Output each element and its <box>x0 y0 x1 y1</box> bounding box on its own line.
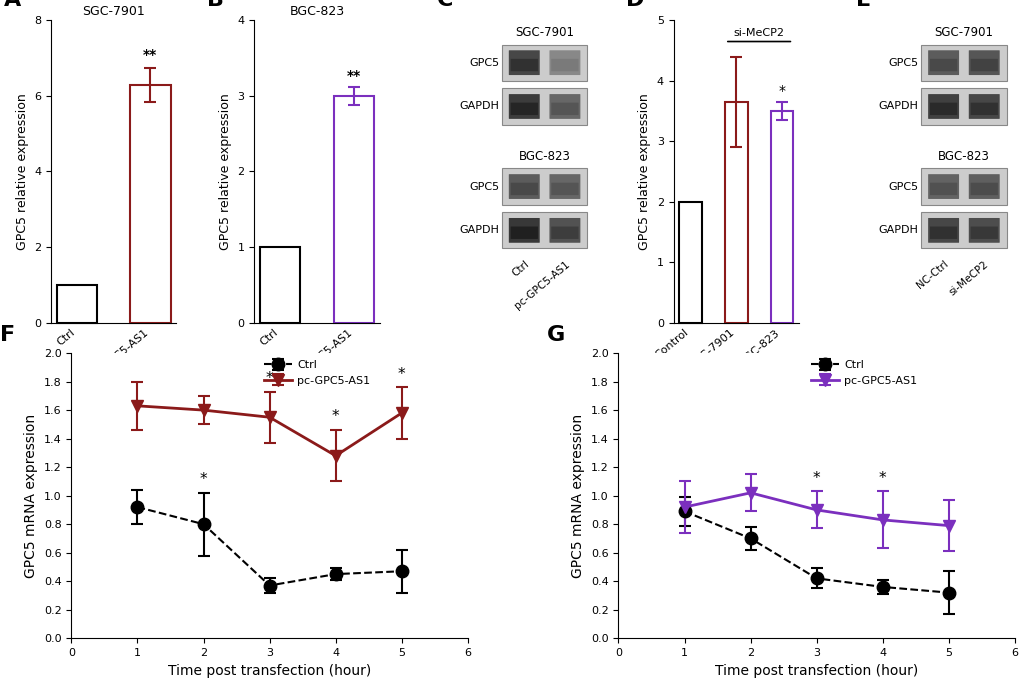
Y-axis label: GPC5 mRNA expression: GPC5 mRNA expression <box>24 414 39 578</box>
FancyBboxPatch shape <box>929 103 956 115</box>
Text: GPC5: GPC5 <box>888 58 917 68</box>
FancyBboxPatch shape <box>927 175 958 199</box>
Legend: Ctrl, pc-GPC5-AS1: Ctrl, pc-GPC5-AS1 <box>259 356 375 390</box>
Text: Ctrl: Ctrl <box>510 259 530 279</box>
FancyBboxPatch shape <box>929 183 956 195</box>
Text: SGC-7901: SGC-7901 <box>515 26 574 39</box>
Text: *: * <box>200 472 207 487</box>
FancyBboxPatch shape <box>501 45 587 81</box>
FancyBboxPatch shape <box>920 213 1006 249</box>
FancyBboxPatch shape <box>508 175 539 199</box>
FancyBboxPatch shape <box>920 45 1006 81</box>
FancyBboxPatch shape <box>549 175 580 199</box>
Text: si-MeCP2: si-MeCP2 <box>947 259 989 297</box>
Text: A: A <box>3 0 20 10</box>
FancyBboxPatch shape <box>550 227 578 239</box>
Text: si-MeCP2: si-MeCP2 <box>733 28 784 38</box>
Text: B: B <box>207 0 223 10</box>
FancyBboxPatch shape <box>550 183 578 195</box>
Text: GAPDH: GAPDH <box>877 225 917 236</box>
FancyBboxPatch shape <box>968 94 999 119</box>
Y-axis label: GPC5 relative expression: GPC5 relative expression <box>15 93 29 250</box>
Text: BGC-823: BGC-823 <box>518 150 570 163</box>
Text: *: * <box>397 367 406 382</box>
FancyBboxPatch shape <box>511 227 537 239</box>
FancyBboxPatch shape <box>920 88 1006 125</box>
FancyBboxPatch shape <box>968 218 999 243</box>
Bar <box>57 285 97 323</box>
Text: BGC-823: BGC-823 <box>937 150 988 163</box>
Bar <box>333 96 374 323</box>
X-axis label: Time post transfection (hour): Time post transfection (hour) <box>714 663 917 678</box>
Text: **: ** <box>346 69 361 83</box>
Text: GPC5: GPC5 <box>888 181 917 191</box>
Text: C: C <box>437 0 453 10</box>
Text: GPC5: GPC5 <box>469 58 498 68</box>
FancyBboxPatch shape <box>549 218 580 243</box>
Text: *: * <box>878 471 886 485</box>
Text: G: G <box>546 325 565 344</box>
Bar <box>679 202 701 323</box>
Text: E: E <box>856 0 870 10</box>
Title: SGC-7901: SGC-7901 <box>83 5 145 18</box>
Text: **: ** <box>143 48 157 62</box>
FancyBboxPatch shape <box>511 183 537 195</box>
X-axis label: Time post transfection (hour): Time post transfection (hour) <box>168 663 371 678</box>
FancyBboxPatch shape <box>508 50 539 75</box>
FancyBboxPatch shape <box>970 103 997 115</box>
Text: *: * <box>812 471 819 485</box>
FancyBboxPatch shape <box>927 50 958 75</box>
Y-axis label: GPC5 relative expression: GPC5 relative expression <box>219 93 231 250</box>
Text: *: * <box>266 371 273 386</box>
FancyBboxPatch shape <box>501 88 587 125</box>
FancyBboxPatch shape <box>929 59 956 71</box>
Text: GAPDH: GAPDH <box>877 101 917 111</box>
Title: BGC-823: BGC-823 <box>289 5 344 18</box>
FancyBboxPatch shape <box>549 50 580 75</box>
FancyBboxPatch shape <box>970 59 997 71</box>
FancyBboxPatch shape <box>968 50 999 75</box>
FancyBboxPatch shape <box>550 59 578 71</box>
FancyBboxPatch shape <box>549 94 580 119</box>
FancyBboxPatch shape <box>550 103 578 115</box>
Bar <box>260 247 301 323</box>
Bar <box>130 85 170 323</box>
FancyBboxPatch shape <box>927 94 958 119</box>
Bar <box>769 111 793 323</box>
FancyBboxPatch shape <box>970 183 997 195</box>
Text: pc-GPC5-AS1: pc-GPC5-AS1 <box>512 259 571 311</box>
Y-axis label: GPC5 relative expression: GPC5 relative expression <box>638 93 651 250</box>
FancyBboxPatch shape <box>508 218 539 243</box>
FancyBboxPatch shape <box>929 227 956 239</box>
Legend: Ctrl, pc-GPC5-AS1: Ctrl, pc-GPC5-AS1 <box>806 356 921 390</box>
FancyBboxPatch shape <box>508 94 539 119</box>
FancyBboxPatch shape <box>970 227 997 239</box>
Bar <box>725 102 747 323</box>
FancyBboxPatch shape <box>968 175 999 199</box>
Text: SGC-7901: SGC-7901 <box>933 26 993 39</box>
Text: NC-Ctrl: NC-Ctrl <box>914 259 949 291</box>
FancyBboxPatch shape <box>920 168 1006 204</box>
Text: F: F <box>0 325 15 344</box>
Text: GAPDH: GAPDH <box>459 101 498 111</box>
Text: D: D <box>626 0 644 10</box>
Text: *: * <box>777 84 785 98</box>
Y-axis label: GPC5 mRNA expression: GPC5 mRNA expression <box>571 414 585 578</box>
FancyBboxPatch shape <box>501 213 587 249</box>
FancyBboxPatch shape <box>511 59 537 71</box>
Text: *: * <box>331 409 339 424</box>
FancyBboxPatch shape <box>501 168 587 204</box>
Text: GPC5: GPC5 <box>469 181 498 191</box>
FancyBboxPatch shape <box>927 218 958 243</box>
Text: GAPDH: GAPDH <box>459 225 498 236</box>
FancyBboxPatch shape <box>511 103 537 115</box>
